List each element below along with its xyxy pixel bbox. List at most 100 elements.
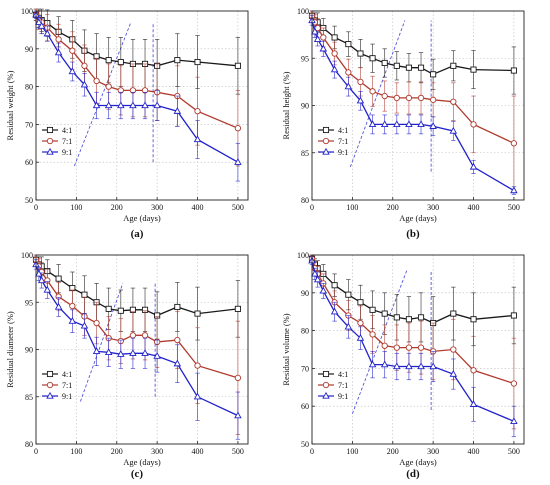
data-point — [194, 108, 201, 115]
legend-marker — [46, 391, 54, 399]
series-line — [35, 259, 238, 317]
data-point — [331, 50, 338, 57]
data-point — [357, 319, 364, 327]
data-point — [117, 350, 125, 357]
trend-line — [79, 283, 124, 402]
y-tick-label: 100 — [21, 7, 33, 16]
x-tick-label: 200 — [387, 203, 399, 212]
data-point — [129, 101, 137, 109]
plot-frame — [35, 10, 249, 201]
x-tick-label: 200 — [111, 203, 123, 212]
x-tick-label: 300 — [427, 447, 439, 456]
data-point — [449, 369, 458, 377]
legend-marker — [322, 391, 330, 399]
data-point — [320, 34, 327, 41]
y-tick-label: 100 — [21, 251, 33, 260]
y-tick-label: 90 — [301, 289, 309, 298]
data-point — [510, 140, 518, 147]
data-point — [450, 310, 457, 317]
data-point — [69, 302, 76, 310]
series-line — [311, 20, 515, 192]
data-point — [313, 275, 322, 283]
trend-line — [349, 20, 406, 168]
legend-label: 7:1 — [338, 137, 348, 146]
trend-line — [351, 269, 408, 414]
x-tick-label: 300 — [151, 203, 163, 212]
data-point — [141, 332, 149, 339]
y-tick-label: 90 — [25, 45, 33, 54]
data-point — [429, 122, 437, 129]
data-point — [429, 96, 437, 103]
data-point — [35, 269, 43, 277]
legend-marker — [322, 381, 330, 389]
data-point — [510, 186, 518, 194]
data-point — [510, 67, 517, 74]
y-tick-label: 80 — [25, 440, 33, 449]
y-tick-label: 95 — [25, 298, 33, 307]
data-point — [117, 307, 124, 314]
data-point — [405, 362, 413, 370]
data-point — [81, 62, 88, 69]
data-point — [393, 62, 400, 69]
data-point — [174, 57, 181, 64]
data-point — [174, 303, 181, 311]
data-point — [331, 34, 338, 41]
data-point — [345, 41, 352, 48]
series-9-1 — [308, 15, 518, 195]
x-tick-label: 400 — [192, 447, 204, 456]
series-7-1 — [308, 254, 518, 430]
x-tick-label: 400 — [192, 203, 204, 212]
data-point — [450, 98, 457, 105]
data-point — [357, 299, 364, 306]
y-tick-label: 85 — [301, 149, 309, 158]
data-point — [104, 348, 113, 355]
data-point — [450, 346, 457, 353]
x-axis-label: Age (days) — [123, 213, 161, 223]
legend-label: 7:1 — [338, 381, 348, 390]
data-point — [93, 77, 100, 85]
data-point — [313, 35, 322, 42]
data-point — [470, 316, 477, 323]
data-point — [234, 158, 242, 165]
chart-panel-b: 0 100 200 300 400 500 80 85 90 95 100 Age (days) Res… — [281, 7, 525, 240]
data-point — [381, 59, 388, 67]
legend-marker — [46, 126, 54, 134]
y-axis-label: Residual volume (%) — [281, 313, 291, 385]
data-point — [393, 120, 401, 128]
series-7-1 — [308, 10, 518, 191]
y-tick-label: 100 — [297, 251, 309, 260]
series-4-1 — [308, 10, 517, 95]
data-point — [105, 57, 112, 64]
x-axis-label: Age (days) — [399, 213, 437, 223]
data-point — [311, 269, 319, 277]
series-line — [35, 14, 239, 163]
data-point — [92, 101, 101, 109]
x-tick-label: 0 — [310, 203, 314, 212]
data-point — [117, 101, 125, 109]
y-tick-label: 85 — [25, 393, 33, 402]
legend-label: 9:1 — [62, 392, 72, 401]
data-point — [393, 314, 400, 321]
series-line — [311, 15, 514, 76]
data-point — [234, 62, 241, 69]
x-tick-label: 500 — [232, 203, 244, 212]
panel-label: (a) — [131, 228, 144, 240]
data-point — [55, 275, 62, 282]
x-tick-label: 400 — [468, 447, 480, 456]
data-point — [173, 359, 182, 367]
data-point — [417, 344, 425, 351]
data-point — [194, 362, 201, 369]
data-point — [43, 285, 52, 293]
data-point — [430, 71, 437, 78]
y-tick-label: 90 — [25, 346, 33, 355]
x-tick-label: 100 — [346, 203, 358, 212]
data-point — [417, 94, 425, 102]
data-point — [417, 314, 425, 321]
legend-label: 4:1 — [62, 370, 72, 379]
y-tick-label: 80 — [25, 83, 33, 92]
data-point — [344, 82, 353, 90]
series-9-1 — [32, 259, 242, 440]
data-point — [380, 360, 389, 368]
series-line — [35, 264, 239, 417]
y-tick-label: 80 — [301, 196, 309, 205]
